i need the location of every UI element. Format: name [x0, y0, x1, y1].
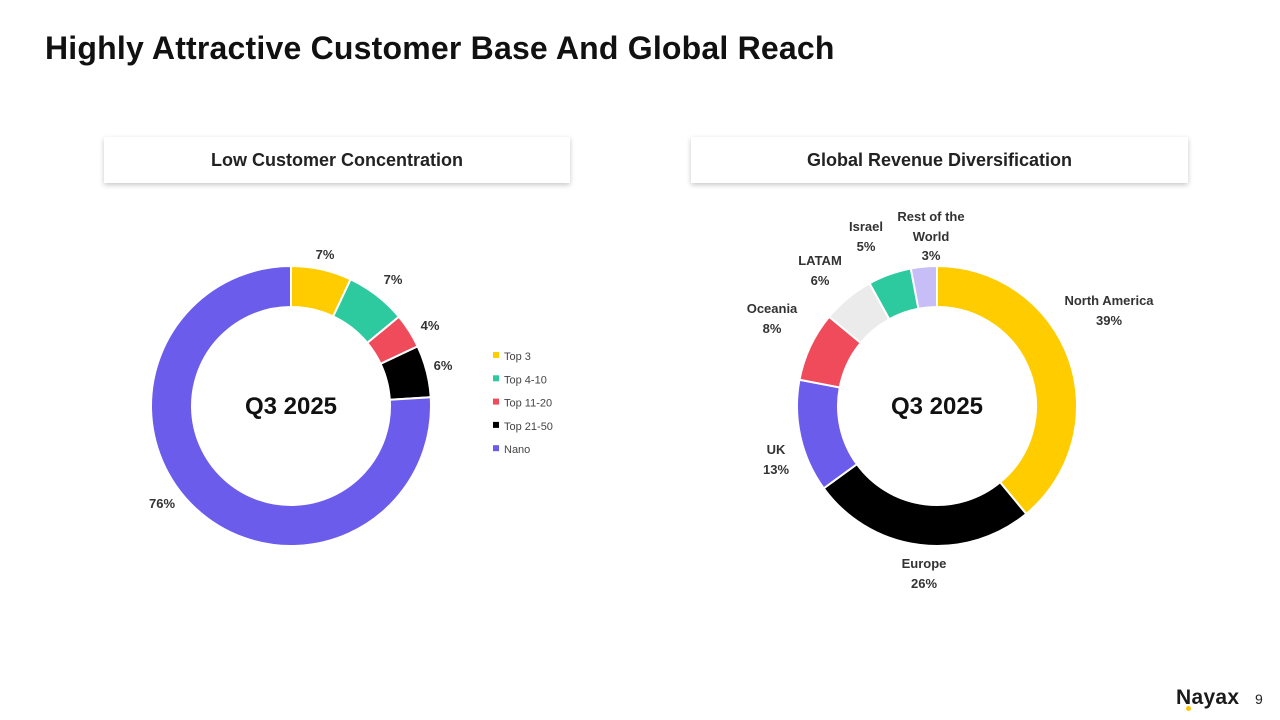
customer-data-label-top-3: 7%: [316, 247, 335, 262]
revenue-name-label-north-america: North America: [1064, 293, 1154, 308]
revenue-value-label-uk: 13%: [763, 462, 789, 477]
legend-swatch-nano: [493, 445, 499, 452]
revenue-diversification-header: Global Revenue Diversification: [691, 137, 1188, 183]
customer-data-label-top-11-20: 4%: [421, 318, 440, 333]
revenue-slice-north-america: [936, 264, 1078, 516]
revenue-value-label-north-america: 39%: [1096, 313, 1122, 328]
revenue-slice-rest-of-the-world: [909, 264, 938, 310]
legend-swatch-top-3: [493, 352, 499, 358]
revenue-name-label-rest-of-the-world-line1: Rest of the: [897, 209, 964, 224]
revenue-value-label-latam: 6%: [811, 273, 830, 288]
customer-concentration-chart: Q3 2025 7% 7% 4% 6% 76% Top 3 Top 4-10 Top 11-20…: [149, 247, 553, 547]
revenue-slice-europe: [822, 462, 1028, 547]
customer-data-label-top-21-50: 6%: [434, 358, 453, 373]
legend-label-top-4-10: Top 4-10: [504, 374, 547, 386]
legend-label-top-3: Top 3: [504, 351, 531, 363]
customer-center-label: Q3 2025: [245, 393, 337, 420]
revenue-value-label-europe: 26%: [911, 576, 937, 591]
revenue-name-label-europe: Europe: [902, 556, 947, 571]
revenue-name-label-uk: UK: [767, 442, 786, 457]
customer-concentration-header: Low Customer Concentration: [104, 137, 570, 183]
page-number: 9: [1255, 691, 1263, 707]
revenue-name-label-oceania: Oceania: [747, 301, 798, 316]
revenue-center-label: Q3 2025: [891, 393, 983, 420]
legend-label-top-11-20: Top 11-20: [504, 398, 552, 410]
nayax-logo: Nayax: [1176, 686, 1240, 709]
customer-slice-nano: [150, 264, 432, 547]
revenue-name-label-israel: Israel: [849, 219, 883, 234]
revenue-value-label-oceania: 8%: [763, 321, 782, 336]
legend-label-top-21-50: Top 21-50: [504, 421, 553, 433]
revenue-value-label-rest-of-the-world: 3%: [922, 248, 941, 263]
legend-label-nano: Nano: [504, 444, 530, 456]
revenue-name-label-rest-of-the-world-line2: World: [913, 229, 950, 244]
revenue-value-label-israel: 5%: [857, 239, 876, 254]
legend-swatch-top-11-20: [493, 398, 499, 405]
page-title: Highly Attractive Customer Base And Glob…: [45, 30, 835, 66]
customer-data-label-nano: 76%: [149, 496, 175, 511]
legend-swatch-top-4-10: [493, 375, 499, 382]
legend-swatch-top-21-50: [493, 421, 499, 428]
revenue-name-label-latam: LATAM: [798, 253, 842, 268]
customer-data-label-top-4-10: 7%: [384, 272, 403, 287]
logo-accent-dot: [1186, 706, 1191, 711]
